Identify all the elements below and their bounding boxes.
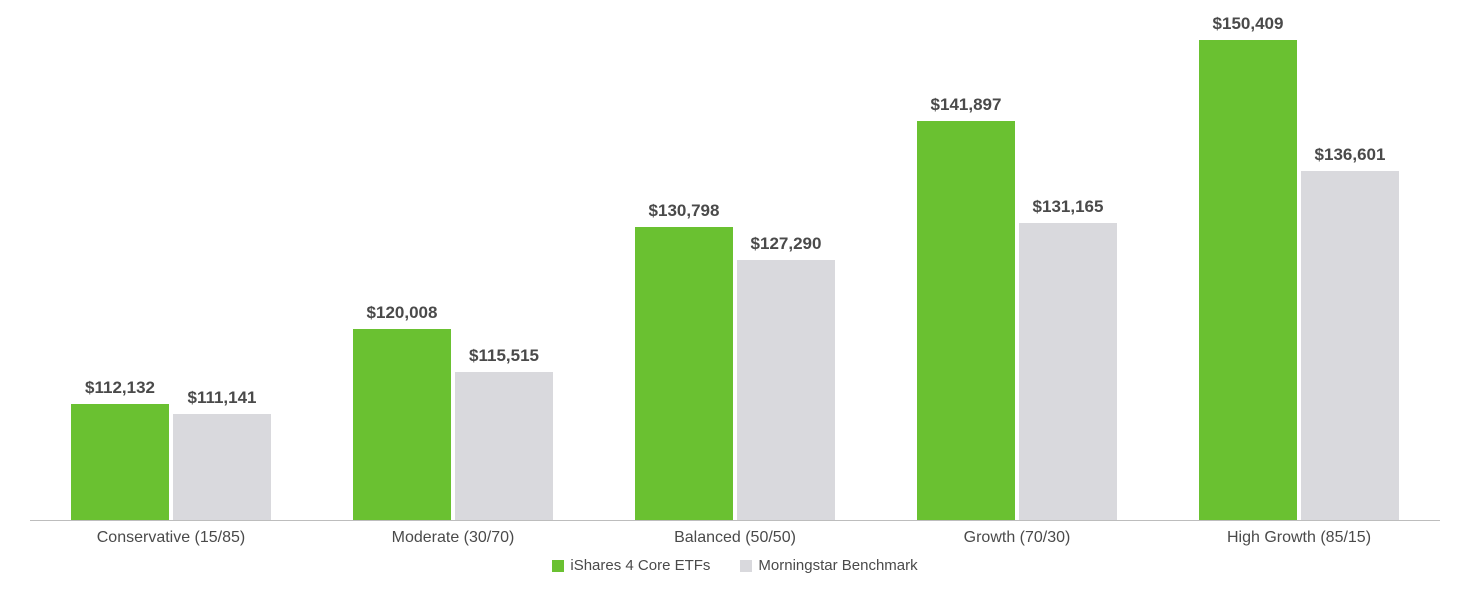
bar-ishares: $150,409: [1199, 14, 1297, 520]
legend-item: iShares 4 Core ETFs: [552, 557, 710, 574]
bar-value-label: $130,798: [649, 201, 720, 221]
bar-benchmark: $115,515: [455, 346, 553, 520]
bar-value-label: $136,601: [1315, 145, 1386, 165]
bar-group: $120,008 $115,515: [312, 303, 594, 520]
bar-benchmark: $131,165: [1019, 197, 1117, 520]
legend-label: iShares 4 Core ETFs: [570, 557, 710, 574]
bar-rect: [173, 414, 271, 520]
bar-rect: [353, 329, 451, 520]
x-axis-label: Conservative (15/85): [30, 529, 312, 547]
bar-group: $130,798 $127,290: [594, 201, 876, 520]
comparison-bar-chart: $112,132 $111,141 $120,008 $115,515 $130,798…: [0, 0, 1470, 611]
bar-value-label: $127,290: [751, 234, 822, 254]
bar-rect: [737, 260, 835, 520]
bar-value-label: $150,409: [1213, 14, 1284, 34]
bar-value-label: $141,897: [931, 95, 1002, 115]
bar-group-bars: $141,897 $131,165: [917, 95, 1117, 520]
bar-rect: [455, 372, 553, 520]
bar-rect: [71, 404, 169, 520]
plot-area: $112,132 $111,141 $120,008 $115,515 $130,798…: [30, 20, 1440, 521]
bar-group: $141,897 $131,165: [876, 95, 1158, 520]
bar-value-label: $111,141: [187, 388, 256, 408]
legend-item: Morningstar Benchmark: [740, 557, 917, 574]
legend: iShares 4 Core ETFs Morningstar Benchmark: [30, 557, 1440, 574]
bar-benchmark: $111,141: [173, 388, 271, 520]
bar-ishares: $112,132: [71, 378, 169, 520]
bar-ishares: $130,798: [635, 201, 733, 520]
bar-value-label: $112,132: [85, 378, 155, 398]
bar-benchmark: $127,290: [737, 234, 835, 520]
bar-group-bars: $112,132 $111,141: [71, 378, 271, 520]
bar-rect: [1199, 40, 1297, 520]
bar-benchmark: $136,601: [1301, 145, 1399, 520]
bar-rect: [635, 227, 733, 520]
bar-rect: [1301, 171, 1399, 520]
x-axis-label: High Growth (85/15): [1158, 529, 1440, 547]
legend-label: Morningstar Benchmark: [758, 557, 917, 574]
bar-rect: [1019, 223, 1117, 520]
bar-group-bars: $150,409 $136,601: [1199, 14, 1399, 520]
x-axis-label: Growth (70/30): [876, 529, 1158, 547]
bar-group-bars: $130,798 $127,290: [635, 201, 835, 520]
bar-value-label: $131,165: [1033, 197, 1104, 217]
bar-ishares: $120,008: [353, 303, 451, 520]
bar-value-label: $115,515: [469, 346, 539, 366]
bar-value-label: $120,008: [367, 303, 438, 323]
x-axis-label: Balanced (50/50): [594, 529, 876, 547]
legend-swatch: [740, 560, 752, 572]
x-axis-labels: Conservative (15/85)Moderate (30/70)Bala…: [30, 529, 1440, 547]
bar-group-bars: $120,008 $115,515: [353, 303, 553, 520]
legend-swatch: [552, 560, 564, 572]
x-axis-label: Moderate (30/70): [312, 529, 594, 547]
bar-group: $150,409 $136,601: [1158, 14, 1440, 520]
bar-group: $112,132 $111,141: [30, 378, 312, 520]
bar-rect: [917, 121, 1015, 520]
bar-ishares: $141,897: [917, 95, 1015, 520]
